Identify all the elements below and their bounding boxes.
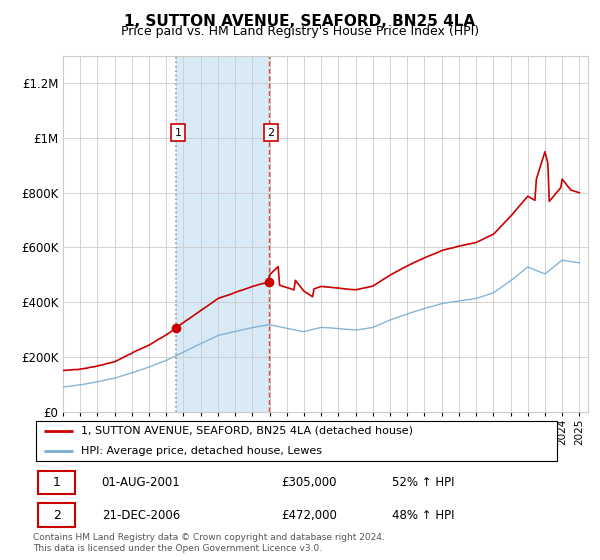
Text: HPI: Average price, detached house, Lewes: HPI: Average price, detached house, Lewe… [80,446,322,456]
Text: 2: 2 [267,128,274,138]
Bar [176,56,269,412]
Text: £472,000: £472,000 [281,508,337,521]
Text: £305,000: £305,000 [281,477,337,489]
Text: 1: 1 [175,128,181,138]
Text: 21-DEC-2006: 21-DEC-2006 [101,508,180,521]
Text: 1, SUTTON AVENUE, SEAFORD, BN25 4LA (detached house): 1, SUTTON AVENUE, SEAFORD, BN25 4LA (det… [80,426,413,436]
Text: 1, SUTTON AVENUE, SEAFORD, BN25 4LA: 1, SUTTON AVENUE, SEAFORD, BN25 4LA [124,14,476,29]
Text: Contains HM Land Registry data © Crown copyright and database right 2024.
This d: Contains HM Land Registry data © Crown c… [33,533,385,553]
FancyBboxPatch shape [38,503,75,526]
FancyBboxPatch shape [38,472,75,494]
Text: 2: 2 [53,508,61,521]
Text: 1: 1 [53,477,61,489]
Text: 01-AUG-2001: 01-AUG-2001 [101,477,181,489]
Text: 48% ↑ HPI: 48% ↑ HPI [392,508,455,521]
FancyBboxPatch shape [35,421,557,461]
Text: 52% ↑ HPI: 52% ↑ HPI [392,477,455,489]
Text: Price paid vs. HM Land Registry's House Price Index (HPI): Price paid vs. HM Land Registry's House … [121,25,479,38]
